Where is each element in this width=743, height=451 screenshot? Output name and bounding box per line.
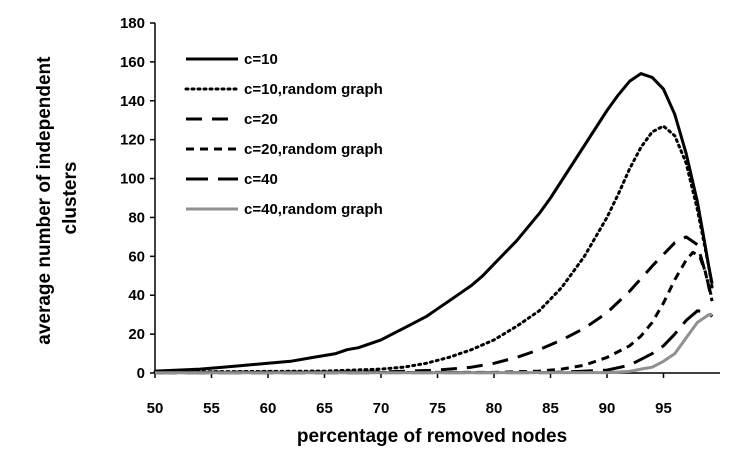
legend-label: c=10,random graph <box>244 81 383 98</box>
series-layer <box>153 72 714 375</box>
x-tick-label: 75 <box>429 400 446 417</box>
y-tick-label: 100 <box>120 171 145 188</box>
x-tick-label: 80 <box>486 400 503 417</box>
y-tick-label: 180 <box>120 15 145 32</box>
series-line-2 <box>153 124 714 374</box>
x-tick-label: 90 <box>599 400 616 417</box>
legend-label: c=20,random graph <box>244 141 383 158</box>
x-tick-label: 50 <box>147 400 164 417</box>
series-line-3 <box>154 235 714 374</box>
legend: c=10 c=10,random graph c=20 c=20,random gra… <box>184 51 383 218</box>
x-axis-title: percentage of removed nodes <box>297 426 567 447</box>
legend-label: c=40 <box>244 171 278 188</box>
series-line-4 <box>154 250 714 375</box>
y-axis-title-line-2: clusters <box>60 162 81 235</box>
axes <box>154 23 720 374</box>
y-axis-title: average number of independent clusters <box>34 51 81 345</box>
y-ticks: 0 20 40 60 80 100 120 140 160 180 <box>120 15 155 382</box>
x-ticks: 50 55 60 65 70 75 80 85 90 95 <box>147 373 672 417</box>
y-tick-label: 20 <box>128 326 145 343</box>
x-tick-label: 70 <box>373 400 390 417</box>
x-tick-label: 65 <box>316 400 333 417</box>
y-tick-label: 160 <box>120 54 145 71</box>
x-tick-label: 95 <box>655 400 672 417</box>
legend-label: c=20 <box>244 111 278 128</box>
y-tick-label: 60 <box>128 248 145 265</box>
y-tick-label: 120 <box>120 132 145 149</box>
x-tick-label: 55 <box>203 400 220 417</box>
y-tick-label: 40 <box>128 287 145 304</box>
series-line-6 <box>154 313 713 375</box>
series-line-5 <box>154 309 714 375</box>
y-tick-label: 140 <box>120 93 145 110</box>
legend-label: c=10 <box>244 51 278 68</box>
y-tick-label: 80 <box>128 209 145 226</box>
y-tick-label: 0 <box>137 365 145 382</box>
x-tick-label: 85 <box>542 400 559 417</box>
x-tick-label: 60 <box>260 400 277 417</box>
y-axis-title-line-1: average number of independent <box>34 56 55 345</box>
series-line-1 <box>154 72 714 373</box>
legend-label: c=40,random graph <box>244 201 383 218</box>
